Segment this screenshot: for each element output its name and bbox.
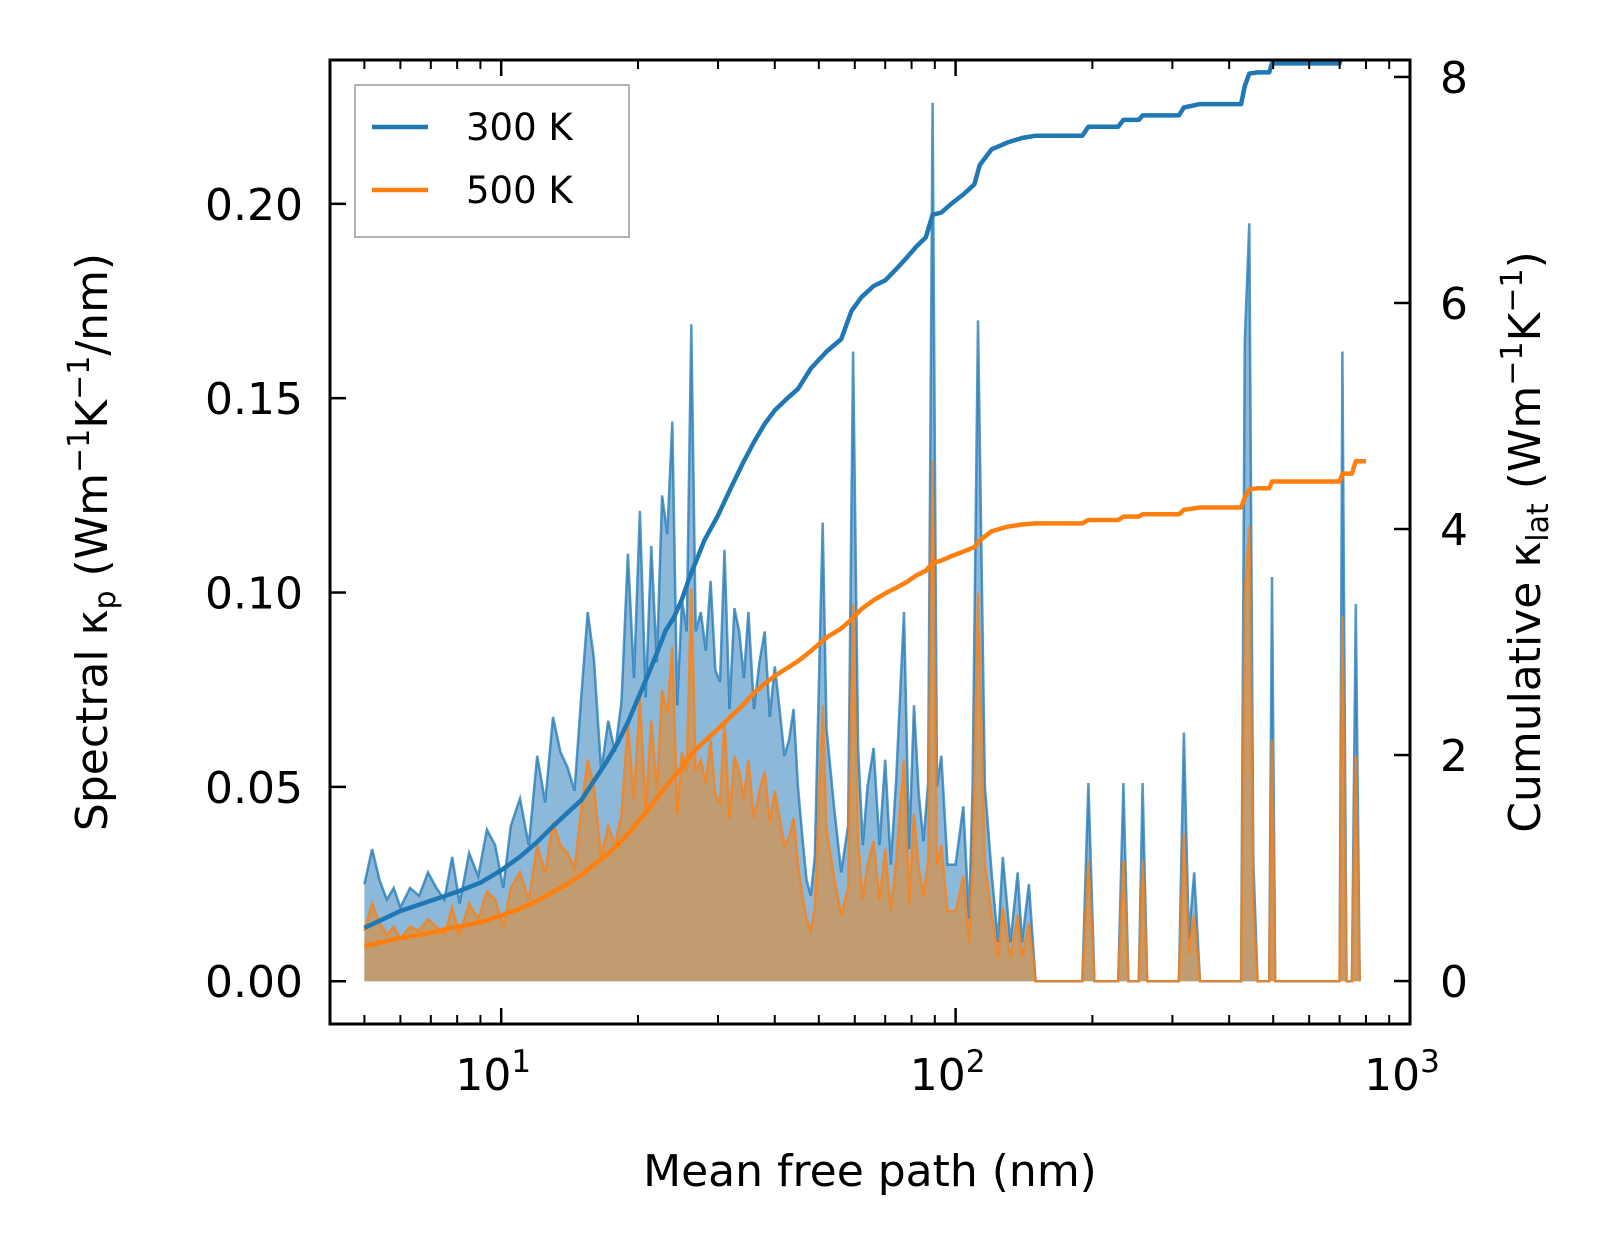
spectral-line-500K	[363, 460, 1361, 983]
y-left-suffix: (Wm	[67, 473, 118, 591]
plot-frame	[328, 58, 1412, 1026]
x-tick-label: 102	[910, 1044, 986, 1101]
y-left-tick-label: 0.15	[205, 374, 303, 425]
x-tick-label: 101	[455, 1044, 531, 1101]
legend-label-500K: 500 K	[466, 169, 574, 212]
y-left-tick-label: 0.20	[205, 180, 303, 231]
ticks-layer: 101 102 103 0.00 0.05 0.10 0.15 0.20 0 2 4 6 8	[205, 53, 1468, 1101]
spectral-line-300K	[363, 102, 1361, 983]
legend-label-300K: 300 K	[466, 106, 574, 149]
y-left-prefix: Spectral κ	[67, 610, 118, 832]
y-right-tick-label: 8	[1440, 53, 1468, 104]
y-right-prefix: Cumulative κ	[1500, 542, 1551, 833]
y-right-tick-label: 6	[1440, 279, 1468, 330]
y-right-sup2: −1	[1495, 268, 1530, 312]
y-axis-left-title: Spectral κp (Wm−1K−1/nm)	[62, 253, 123, 831]
y-right-sup1: −1	[1495, 341, 1530, 385]
y-right-sub: lat	[1521, 503, 1556, 542]
legend: 300 K 500 K	[354, 84, 630, 238]
y-axis-right-title: Cumulative κlat (Wm−1K−1)	[1495, 251, 1556, 833]
y-left-sub: p	[88, 590, 123, 609]
y-right-tick-label: 2	[1440, 731, 1468, 782]
x-tick-label: 103	[1364, 1044, 1440, 1101]
y-left-tick-label: 0.05	[205, 763, 303, 814]
y-left-tick-label: 0.10	[205, 569, 303, 620]
y-right-unit-k: K	[1500, 311, 1551, 341]
y-right-suffix: (Wm	[1500, 386, 1551, 504]
cumulative-line-500K	[363, 458, 1366, 949]
y-left-unit-k: K	[67, 399, 118, 429]
y-right-tick-label: 0	[1440, 957, 1468, 1008]
y-left-sup1: −1	[62, 429, 97, 473]
y-right-unit-end: )	[1500, 251, 1551, 268]
y-left-tick-label: 0.00	[205, 957, 303, 1008]
legend-box	[354, 84, 630, 238]
spectral-fill-300K	[364, 102, 1360, 982]
y-left-sup2: −1	[62, 356, 97, 400]
series-layer	[363, 60, 1366, 983]
cumulative-line-300K	[363, 60, 1343, 930]
x-axis-title: Mean free path (nm)	[643, 1146, 1097, 1197]
y-left-unit-end: /nm)	[67, 253, 118, 356]
y-right-tick-label: 4	[1440, 505, 1468, 556]
